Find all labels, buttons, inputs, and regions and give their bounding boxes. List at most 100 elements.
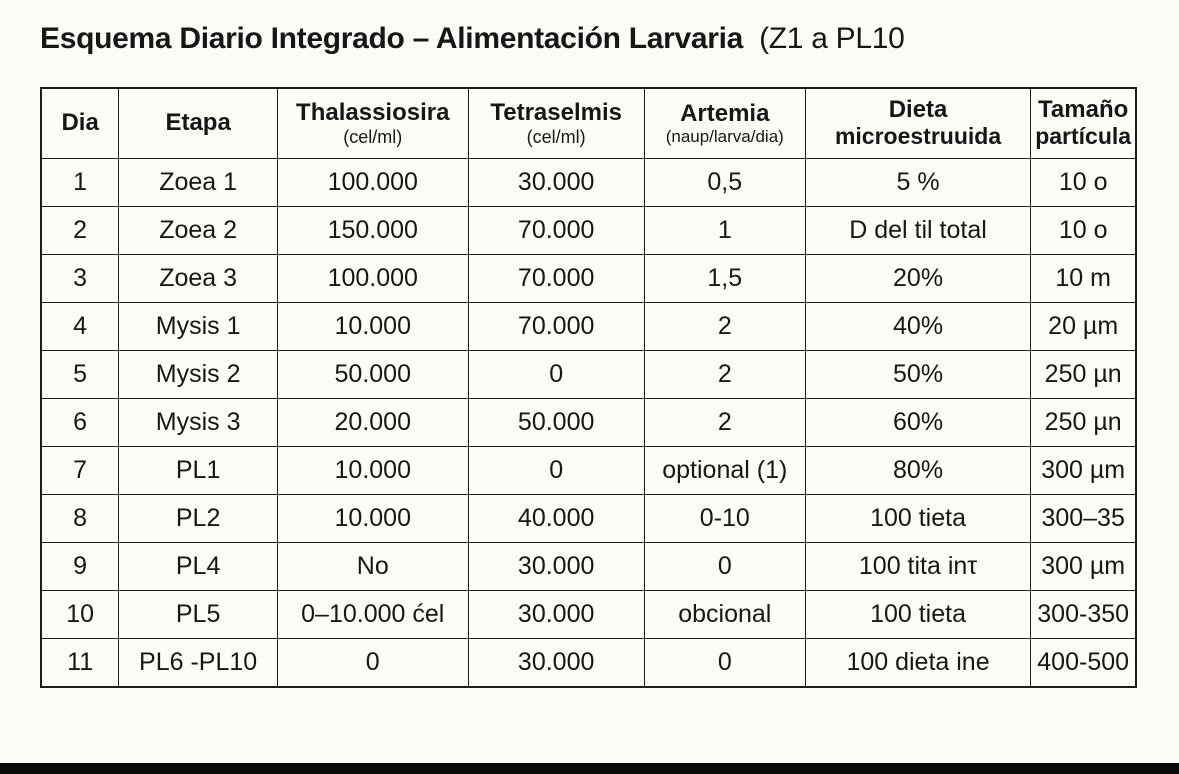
cell-artemia: 2 [643,350,806,399]
cell-dia: 5 [40,350,120,399]
cell-tetraselmis: 30.000 [467,638,645,688]
table-row: 5 Mysis 2 50.000 0 2 50% 250 µn [40,350,1137,399]
cell-tetraselmis: 30.000 [467,542,645,591]
cell-etapa: Zoea 2 [118,206,278,255]
table-row: 9 PL4 No 30.000 0 100 tita inτ 300 µm [40,542,1137,591]
cell-dia: 7 [40,446,120,495]
cell-dieta: 100 tieta [804,494,1032,543]
cell-tamano: 10 m [1030,254,1137,303]
cell-etapa: PL2 [118,494,278,543]
cell-etapa: PL1 [118,446,278,495]
cell-dia: 9 [40,542,120,591]
cell-dieta: 50% [804,350,1032,399]
header-row: Dia Etapa Thalassiosira (cel/ml) Tetrasel… [40,87,1137,159]
cell-thalassiosira: 10.000 [277,302,469,351]
page-title-main: Esquema Diario Integrado – Alimentación … [40,22,744,55]
cell-tamano: 400-500 [1030,638,1137,688]
table-row: 2 Zoea 2 150.000 70.000 1 D del til tota… [40,206,1137,255]
cell-dia: 4 [40,302,120,351]
bottom-divider-bar [0,763,1179,774]
cell-tamano: 250 µn [1030,398,1137,447]
cell-dieta: D del til total [804,206,1032,255]
cell-dieta: 80% [804,446,1032,495]
cell-dieta: 5 % [804,158,1032,207]
cell-tamano: 10 o [1030,158,1137,207]
cell-artemia: 2 [643,302,806,351]
col-header-etapa: Etapa [118,87,278,159]
cell-tetraselmis: 70.000 [467,254,645,303]
col-header-label: partícula [1035,123,1132,150]
table-row: 8 PL2 10.000 40.000 0-10 100 tieta 300–3… [40,494,1137,543]
cell-artemia: obcional [643,590,806,639]
cell-etapa: PL6 -PL10 [118,638,278,688]
cell-artemia: 1 [643,206,806,255]
table-row: 10 PL5 0–10.000 ćel 30.000 obcional 100 … [40,590,1137,639]
cell-etapa: PL5 [118,590,278,639]
cell-tetraselmis: 30.000 [467,590,645,639]
cell-tetraselmis: 30.000 [467,158,645,207]
cell-tetraselmis: 0 [467,350,645,399]
cell-thalassiosira: 0 [277,638,469,688]
cell-dieta: 100 tieta [804,590,1032,639]
col-header-thalassiosira: Thalassiosira (cel/ml) [277,87,469,159]
cell-thalassiosira: No [277,542,469,591]
col-header-dieta: Dieta microestruuida [804,87,1032,159]
table-header: Dia Etapa Thalassiosira (cel/ml) Tetrasel… [40,87,1137,159]
cell-etapa: Zoea 1 [118,158,278,207]
cell-thalassiosira: 150.000 [277,206,469,255]
cell-etapa: Zoea 3 [118,254,278,303]
cell-thalassiosira: 20.000 [277,398,469,447]
cell-dia: 6 [40,398,120,447]
cell-thalassiosira: 100.000 [277,254,469,303]
cell-artemia: 0-10 [643,494,806,543]
cell-artemia: 1,5 [643,254,806,303]
cell-tamano: 20 µm [1030,302,1137,351]
cell-dia: 3 [40,254,120,303]
cell-tamano: 300–35 [1030,494,1137,543]
cell-tetraselmis: 0 [467,446,645,495]
page-title-suffix: (Z1 a PL10 [759,22,905,55]
cell-thalassiosira: 100.000 [277,158,469,207]
cell-tetraselmis: 70.000 [467,206,645,255]
col-header-dia: Dia [40,87,120,159]
cell-dia: 11 [40,638,120,688]
feeding-schedule-table: Dia Etapa Thalassiosira (cel/ml) Tetrasel… [40,87,1137,688]
table-row: 1 Zoea 1 100.000 30.000 0,5 5 % 10 o [40,158,1137,207]
cell-dia: 2 [40,206,120,255]
table-row: 4 Mysis 1 10.000 70.000 2 40% 20 µm [40,302,1137,351]
page-title: Esquema Diario Integrado – Alimentación … [40,22,905,56]
cell-dia: 8 [40,494,120,543]
cell-tetraselmis: 40.000 [467,494,645,543]
cell-thalassiosira: 10.000 [277,446,469,495]
cell-tamano: 300 µm [1030,446,1137,495]
col-header-unit: (cel/ml) [343,126,403,147]
cell-tamano: 10 o [1030,206,1137,255]
cell-tamano: 300 µm [1030,542,1137,591]
table-row: 11 PL6 -PL10 0 30.000 0 100 dieta ine 40… [40,638,1137,688]
table-row: 6 Mysis 3 20.000 50.000 2 60% 250 µn [40,398,1137,447]
cell-tetraselmis: 70.000 [467,302,645,351]
col-header-label: Dia [61,109,99,137]
col-header-label: Dieta [888,96,948,124]
cell-artemia: optional (1) [643,446,806,495]
col-header-unit: (naup/larva/dia) [665,127,784,147]
table-body: 1 Zoea 1 100.000 30.000 0,5 5 % 10 o 2 Z… [40,158,1137,688]
cell-artemia: 2 [643,398,806,447]
col-header-label: Artemia [680,99,770,127]
cell-dieta: 40% [804,302,1032,351]
col-header-label: Tamaño [1038,96,1129,124]
cell-thalassiosira: 50.000 [277,350,469,399]
col-header-label: Tetraselmis [490,98,622,126]
cell-tamano: 300-350 [1030,590,1137,639]
table-row: 7 PL1 10.000 0 optional (1) 80% 300 µm [40,446,1137,495]
cell-tamano: 250 µn [1030,350,1137,399]
col-header-label: Thalassiosira [296,98,450,126]
cell-etapa: Mysis 2 [118,350,278,399]
cell-thalassiosira: 10.000 [277,494,469,543]
cell-dieta: 100 dieta ine [804,638,1032,688]
cell-etapa: Mysis 3 [118,398,278,447]
cell-dieta: 60% [804,398,1032,447]
col-header-tamano: Tamaño partícula [1030,87,1137,159]
cell-dieta: 20% [804,254,1032,303]
cell-artemia: 0 [643,638,806,688]
